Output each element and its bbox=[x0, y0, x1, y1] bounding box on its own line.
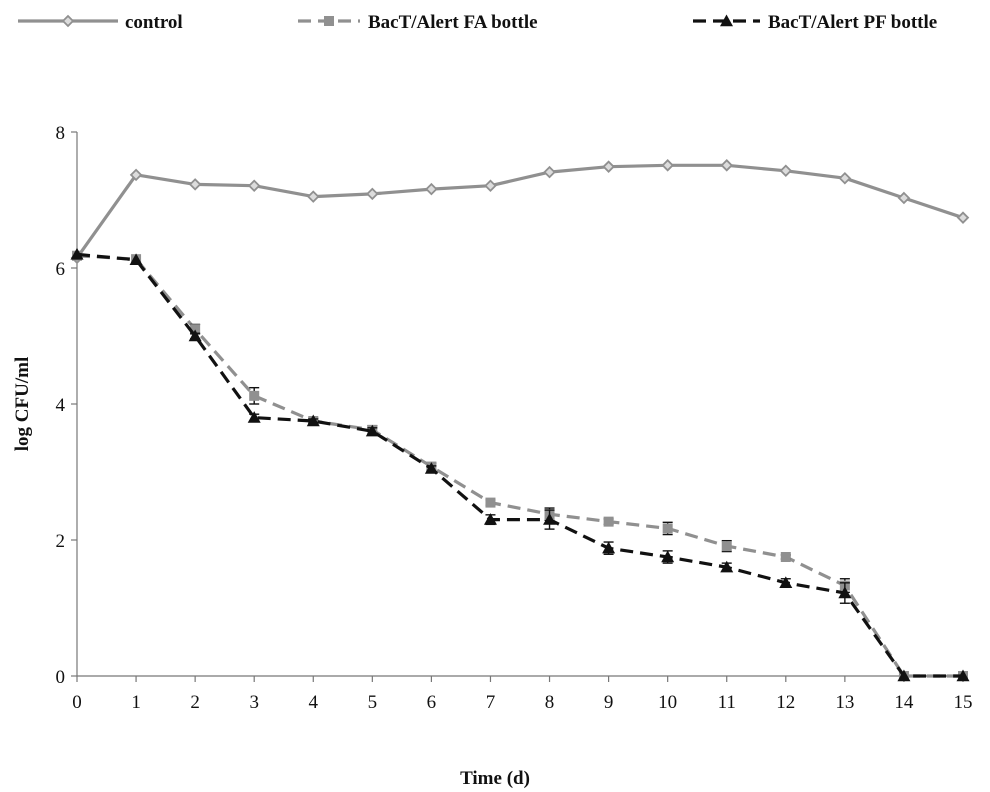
data-point bbox=[485, 497, 496, 508]
x-tick-label: 13 bbox=[835, 692, 854, 713]
y-tick-label: 8 bbox=[56, 123, 66, 144]
series-line bbox=[75, 163, 964, 259]
legend-label: control bbox=[125, 12, 183, 33]
x-tick-label: 12 bbox=[776, 692, 795, 713]
data-point bbox=[661, 159, 674, 172]
data-point bbox=[365, 424, 379, 437]
y-axis-title: log CFU/ml bbox=[12, 357, 33, 451]
data-point bbox=[249, 390, 260, 401]
x-tick-label: 7 bbox=[486, 692, 496, 713]
legend-label: BacT/Alert FA bottle bbox=[368, 12, 538, 33]
series-line bbox=[76, 254, 963, 678]
data-point bbox=[306, 190, 320, 203]
data-point bbox=[190, 324, 201, 335]
x-tick-label: 3 bbox=[249, 692, 259, 713]
legend-marker bbox=[324, 16, 334, 26]
data-point bbox=[956, 669, 970, 682]
legend-marker bbox=[61, 14, 75, 28]
series-3 bbox=[70, 247, 970, 682]
series-2 bbox=[72, 250, 968, 681]
y-tick-label: 2 bbox=[56, 531, 66, 552]
x-tick-label: 15 bbox=[954, 692, 973, 713]
legend-label: BacT/Alert PF bottle bbox=[768, 12, 937, 33]
data-point bbox=[602, 160, 615, 173]
data-point bbox=[425, 182, 438, 196]
y-tick-label: 4 bbox=[56, 395, 66, 416]
data-point bbox=[779, 576, 793, 589]
data-point bbox=[70, 247, 84, 260]
data-point bbox=[779, 164, 793, 178]
data-point bbox=[483, 513, 497, 525]
x-axis-title: Time (d) bbox=[460, 768, 530, 789]
x-tick-label: 4 bbox=[309, 692, 319, 713]
data-point bbox=[721, 541, 732, 552]
data-point bbox=[424, 462, 438, 474]
series-layer bbox=[70, 159, 970, 682]
x-tick-label: 14 bbox=[894, 692, 914, 713]
series-1 bbox=[70, 159, 970, 265]
y-tick-label: 6 bbox=[56, 259, 66, 280]
data-point bbox=[956, 211, 970, 224]
data-point bbox=[247, 411, 261, 423]
x-tick-label: 2 bbox=[190, 692, 200, 713]
data-point bbox=[188, 329, 202, 342]
data-point bbox=[838, 586, 852, 599]
x-tick-label: 11 bbox=[718, 692, 736, 713]
data-point bbox=[897, 191, 911, 205]
data-point bbox=[720, 159, 734, 172]
y-tick-label: 0 bbox=[56, 667, 66, 688]
legend-marker bbox=[720, 14, 733, 27]
x-tick-label: 6 bbox=[427, 692, 437, 713]
data-point bbox=[188, 178, 202, 191]
x-tick-label: 0 bbox=[72, 692, 82, 713]
data-point bbox=[129, 168, 143, 182]
data-point bbox=[780, 552, 791, 562]
x-tick-label: 1 bbox=[131, 692, 141, 713]
x-tick-label: 9 bbox=[604, 692, 614, 713]
data-point bbox=[662, 523, 673, 534]
data-point bbox=[661, 550, 675, 563]
x-tick-label: 8 bbox=[545, 692, 555, 713]
data-point bbox=[543, 513, 557, 525]
data-point bbox=[366, 187, 379, 201]
legend-item-3: BacT/Alert PF bottle bbox=[693, 12, 937, 33]
data-point bbox=[603, 516, 614, 527]
data-point bbox=[129, 253, 143, 266]
x-tick-label: 10 bbox=[658, 692, 677, 713]
legend-item-2: BacT/Alert FA bottle bbox=[298, 12, 538, 33]
x-tick-label: 5 bbox=[368, 692, 378, 713]
data-point bbox=[247, 179, 261, 192]
data-point bbox=[543, 165, 556, 179]
legend: control BacT/Alert FA bottle BacT/Alert PF… bbox=[18, 12, 937, 33]
series-line bbox=[76, 252, 963, 678]
data-point bbox=[838, 171, 852, 185]
data-point bbox=[720, 560, 734, 573]
data-point bbox=[897, 669, 911, 682]
legend-item-1: control bbox=[18, 12, 183, 33]
data-point bbox=[306, 414, 320, 427]
data-point bbox=[484, 179, 497, 192]
data-point bbox=[602, 541, 616, 554]
